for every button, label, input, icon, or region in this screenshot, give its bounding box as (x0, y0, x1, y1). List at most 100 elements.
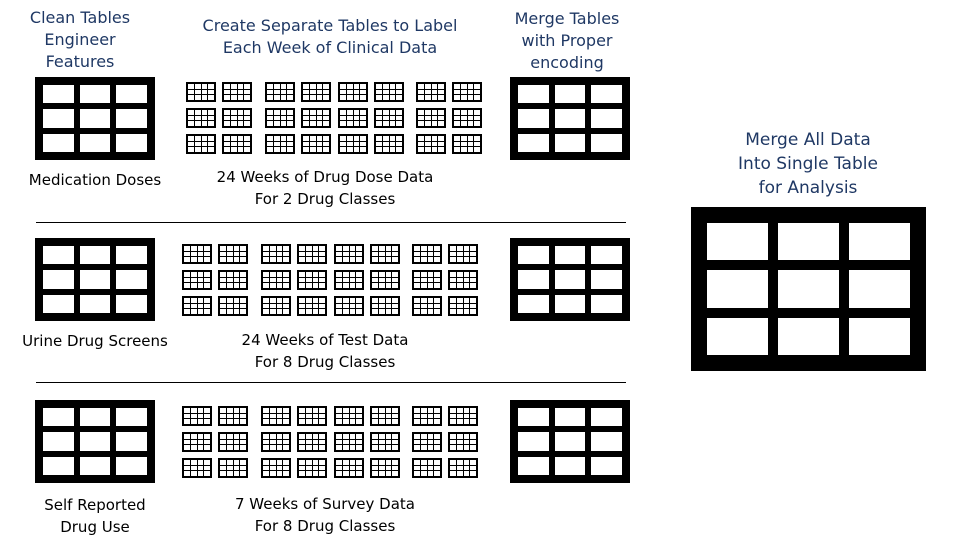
weekly-table-cell (312, 283, 319, 288)
weekly-table-cell (263, 251, 269, 257)
weekly-table-cell (353, 121, 360, 126)
table-cell (43, 133, 74, 152)
weekly-table-cell (226, 277, 233, 283)
weekly-table-cell (340, 110, 346, 115)
weekly-table-icon (182, 432, 212, 452)
weekly-table-cell (312, 434, 319, 439)
table-cell (116, 85, 147, 104)
weekly-table-cell (319, 283, 325, 288)
weekly-table-cell (267, 136, 273, 141)
table-cell (79, 456, 111, 475)
weekly-table-icon (452, 82, 482, 102)
weekly-table-cell (342, 277, 349, 283)
weekly-table-cell (312, 439, 319, 445)
weekly-table-cell (470, 277, 476, 283)
weekly-table-cell (438, 89, 444, 95)
weekly-table-cell (456, 434, 463, 439)
weekly-table-cell (237, 110, 244, 115)
weekly-table-cell (276, 257, 283, 262)
weekly-table-cell (220, 251, 226, 257)
source-label-self-reported: Self Reported Drug Use (10, 494, 180, 538)
weekly-table-cell (456, 439, 463, 445)
header-line: Merge All Data (745, 130, 871, 150)
weekly-table-cell (434, 465, 440, 471)
weekly-table-cell (342, 413, 349, 419)
weekly-table-cell (470, 309, 476, 314)
weekly-table-cell (424, 84, 431, 89)
weekly-table-cell (346, 141, 353, 147)
weekly-table-cell (470, 413, 476, 419)
weekly-table-cell (396, 95, 402, 100)
weekly-table-cell (392, 303, 398, 309)
weekly-table-cell (389, 115, 396, 121)
weekly-table-cell (420, 471, 427, 476)
weekly-table-cell (188, 136, 194, 141)
weekly-table-cell (376, 147, 382, 152)
weekly-table-cell (336, 298, 342, 303)
weekly-table-cell (190, 408, 197, 413)
weekly-table-cell (470, 460, 476, 465)
weekly-table-cell (434, 408, 440, 413)
weekly-table-cell (269, 303, 276, 309)
weekly-table-cell (226, 283, 233, 288)
weekly-table-cell (220, 471, 226, 476)
table-cell (554, 109, 586, 128)
weekly-table-cell (356, 303, 362, 309)
label-line: For 2 Drug Classes (254, 190, 396, 208)
weekly-table-cell (224, 141, 230, 147)
weekly-table-cell (460, 95, 467, 100)
weekly-table-cell (454, 121, 460, 126)
weekly-table-cell (267, 141, 273, 147)
weekly-table-icon (374, 82, 404, 102)
weekly-table-cell (263, 298, 269, 303)
weekly-table-cell (342, 471, 349, 476)
weekly-table-cell (190, 298, 197, 303)
weekly-table-cell (190, 413, 197, 419)
weekly-table-cell (276, 419, 283, 424)
weekly-table-cell (319, 309, 325, 314)
weekly-table-cell (244, 110, 250, 115)
weekly-table-icon (265, 108, 295, 128)
weekly-table-cell (414, 434, 420, 439)
weekly-table-cell (349, 445, 356, 450)
weekly-table-cell (342, 460, 349, 465)
weekly-table-cell (336, 413, 342, 419)
weekly-table-icon (338, 134, 368, 154)
weekly-table-cell (276, 460, 283, 465)
weekly-table-cell (385, 272, 392, 277)
weekly-table-cell (463, 309, 470, 314)
table-cell (43, 246, 74, 265)
weekly-table-cell (305, 413, 312, 419)
weekly-table-cell (378, 413, 385, 419)
weekly-table-cell (273, 89, 280, 95)
weekly-table-cell (474, 115, 480, 121)
weekly-table-cell (319, 251, 325, 257)
weekly-table-cell (372, 460, 378, 465)
weekly-table-cell (470, 303, 476, 309)
weekly-table-cell (349, 434, 356, 439)
merged-table-icon (510, 400, 630, 483)
weekly-table-cell (197, 272, 204, 277)
weekly-table-cell (450, 309, 456, 314)
weekly-table-cell (224, 110, 230, 115)
weekly-table-cell (197, 465, 204, 471)
header-line: Create Separate Tables to Label (202, 16, 458, 35)
weekly-table-cell (233, 445, 240, 450)
weekly-table-cell (194, 84, 201, 89)
weekly-table-cell (280, 147, 287, 152)
weekly-table-cell (190, 471, 197, 476)
weekly-table-icon (261, 244, 291, 264)
weekly-table-cell (303, 89, 309, 95)
weekly-table-cell (240, 439, 246, 445)
weekly-table-cell (283, 272, 289, 277)
weekly-table-cell (299, 408, 305, 413)
weekly-table-cell (389, 89, 396, 95)
weekly-table-cell (319, 272, 325, 277)
weekly-table-cell (184, 272, 190, 277)
weekly-table-cell (299, 471, 305, 476)
weekly-table-cell (226, 298, 233, 303)
weekly-table-cell (283, 246, 289, 251)
weekly-table-icon (301, 134, 331, 154)
weekly-table-cell (276, 465, 283, 471)
weekly-table-icon (261, 406, 291, 426)
